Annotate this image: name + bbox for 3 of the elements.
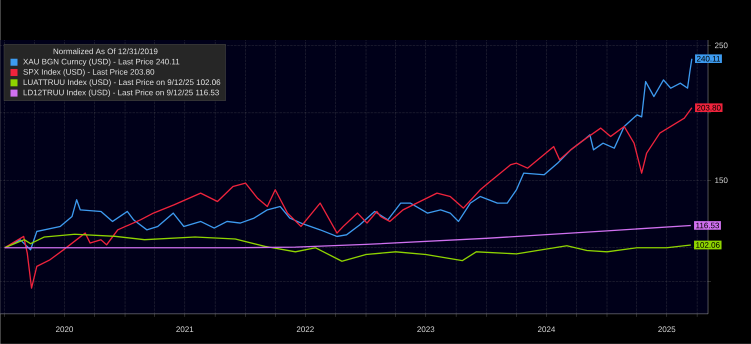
line-series [4,234,692,262]
line-series [4,224,692,248]
line-series [4,107,692,289]
